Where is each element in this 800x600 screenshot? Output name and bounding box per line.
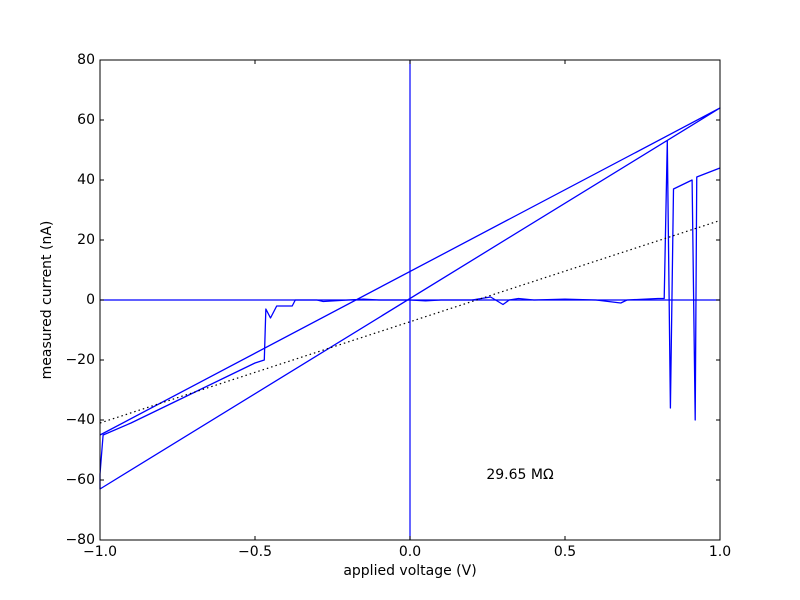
y-tick-label: 20 — [77, 232, 95, 248]
y-tick-label: 80 — [77, 52, 95, 68]
y-tick-label: −40 — [65, 412, 95, 428]
x-tick-label: −1.0 — [83, 544, 117, 560]
y-tick-label: −80 — [65, 532, 95, 548]
x-axis-label: applied voltage (V) — [343, 563, 476, 579]
x-tick-label: 0.0 — [399, 544, 421, 560]
x-tick-label: 1.0 — [709, 544, 731, 560]
data-line — [99, 107, 721, 490]
y-tick-label: 0 — [86, 292, 95, 308]
y-tick-label: −20 — [65, 352, 95, 368]
x-tick-label: −0.5 — [238, 544, 272, 560]
y-tick-label: 40 — [77, 172, 95, 188]
annotation: 29.65 MΩ — [486, 467, 554, 483]
y-tick-label: −60 — [65, 472, 95, 488]
y-axis-label: measured current (nA) — [39, 221, 55, 380]
fit-line — [99, 219, 721, 424]
y-tick-label: 60 — [77, 112, 95, 128]
x-tick-label: 0.5 — [554, 544, 576, 560]
